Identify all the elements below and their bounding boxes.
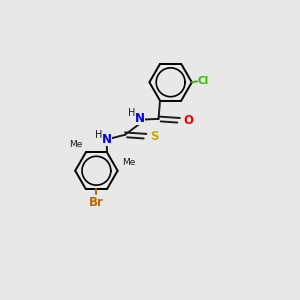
Text: Me: Me [69, 140, 82, 149]
Text: N: N [102, 133, 112, 146]
Text: S: S [150, 130, 158, 143]
Text: Br: Br [89, 196, 104, 208]
Text: Me: Me [122, 158, 135, 167]
Text: N: N [135, 112, 145, 124]
Text: Cl: Cl [197, 76, 208, 86]
Text: H: H [128, 108, 136, 118]
Text: O: O [183, 114, 193, 127]
Text: H: H [95, 130, 102, 140]
